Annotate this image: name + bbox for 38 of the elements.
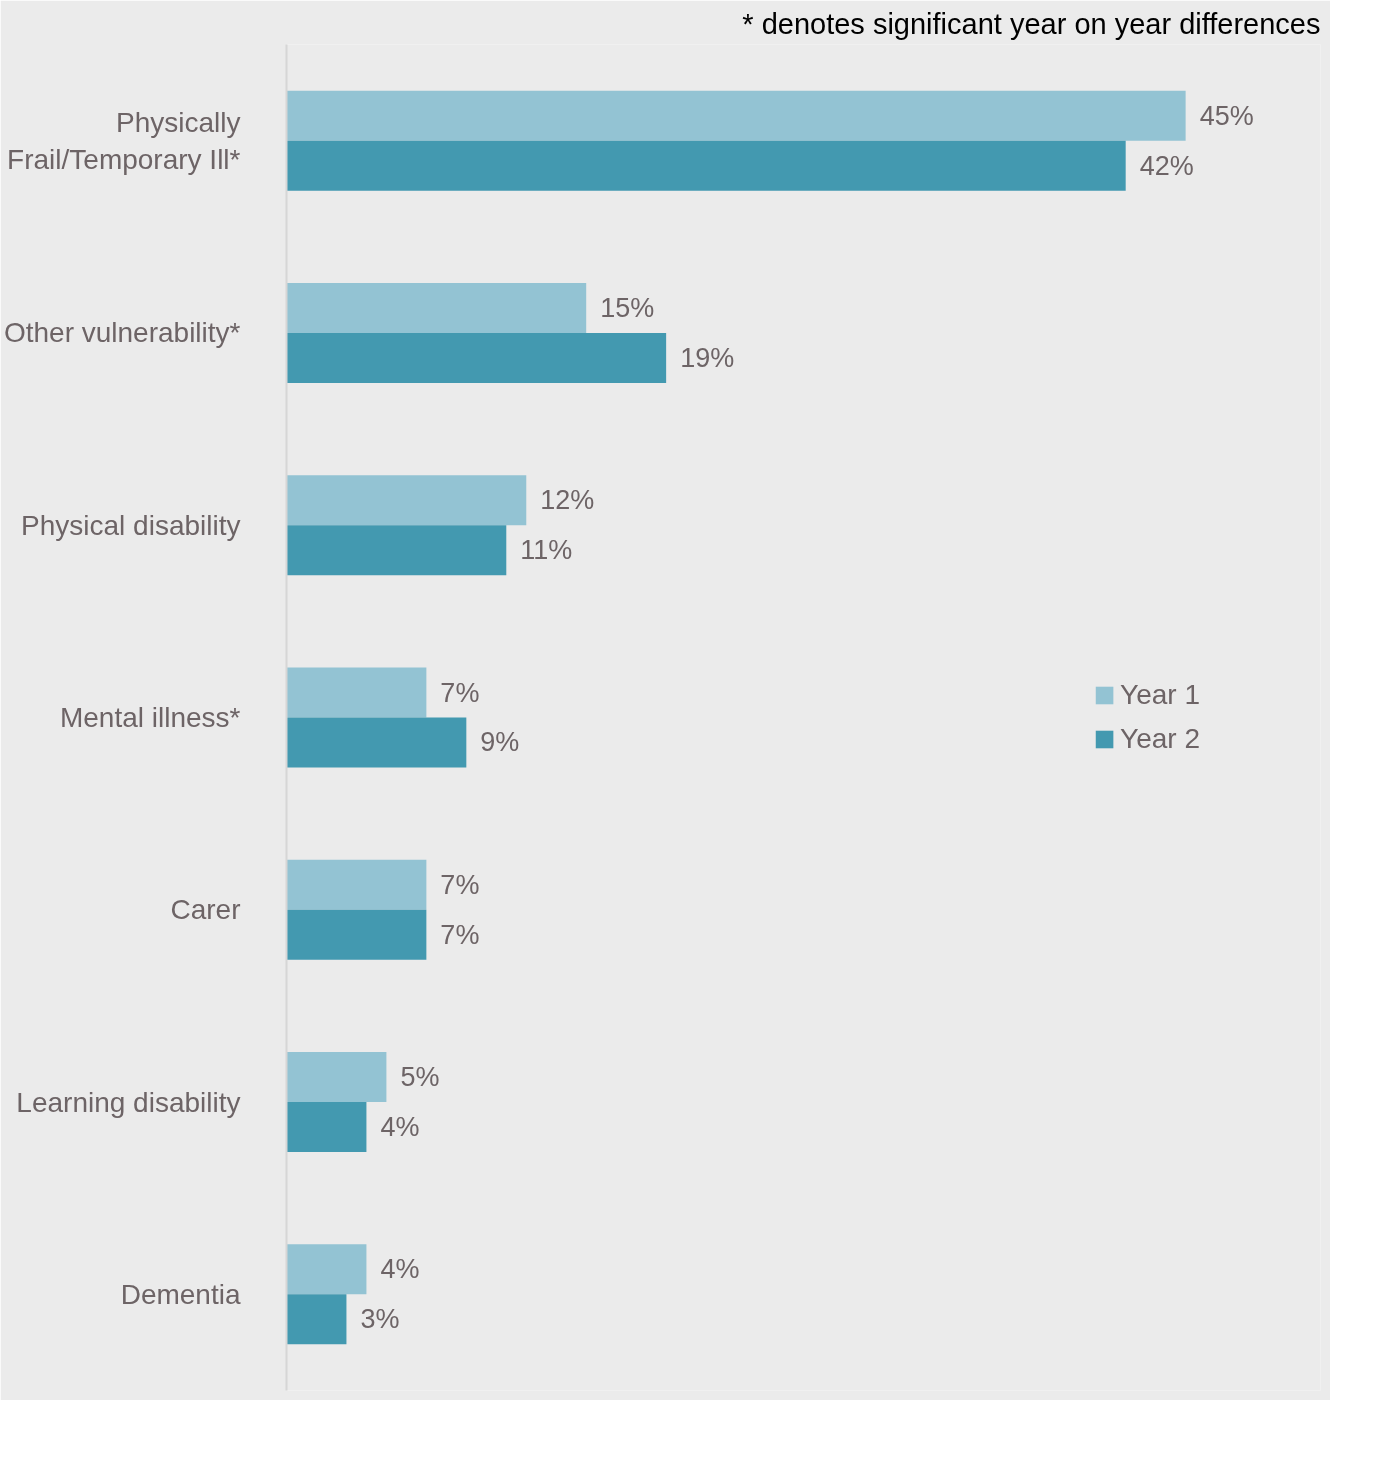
data-label: 4% [380,1112,420,1143]
data-label: 45% [1199,100,1254,131]
data-label: 12% [540,485,595,516]
data-label: 7% [440,869,480,900]
bar [286,717,467,768]
data-label: 7% [440,919,480,950]
data-label: 7% [440,677,480,708]
bar [286,90,1186,141]
text: * denotes significant year on year differences [742,7,1321,40]
y-tick-label: Learning disability [16,1086,241,1118]
legend-label: Year 1 [1120,679,1200,711]
data-label: 15% [600,292,655,323]
y-tick-label: Dementia [120,1278,241,1310]
bar [286,909,427,960]
bar [286,667,427,718]
bar [286,282,587,333]
y-tick-label: Other vulnerability* [3,317,241,349]
data-label: 9% [480,727,520,758]
bar [286,332,667,383]
data-label: 11% [520,535,573,566]
bar [286,475,527,526]
data-label: 19% [680,342,735,373]
data-label: 42% [1139,150,1194,181]
y-tick-label: Mental illness* [59,702,241,733]
bar [286,1294,347,1345]
bar [286,525,507,576]
y-tick-label: Physical disability [21,509,241,541]
bar [286,859,427,910]
y-tick-label: Physically Frail/Temporary Ill* [7,106,241,175]
data-label: 3% [360,1304,400,1335]
legend-label: Year 2 [1120,723,1200,755]
y-tick-label: Carer [170,894,241,926]
bar [286,140,1126,191]
bar [286,1102,367,1153]
bar [286,1244,367,1295]
data-label: 5% [400,1062,440,1093]
bar [286,1052,387,1103]
data-label: 4% [380,1254,420,1285]
